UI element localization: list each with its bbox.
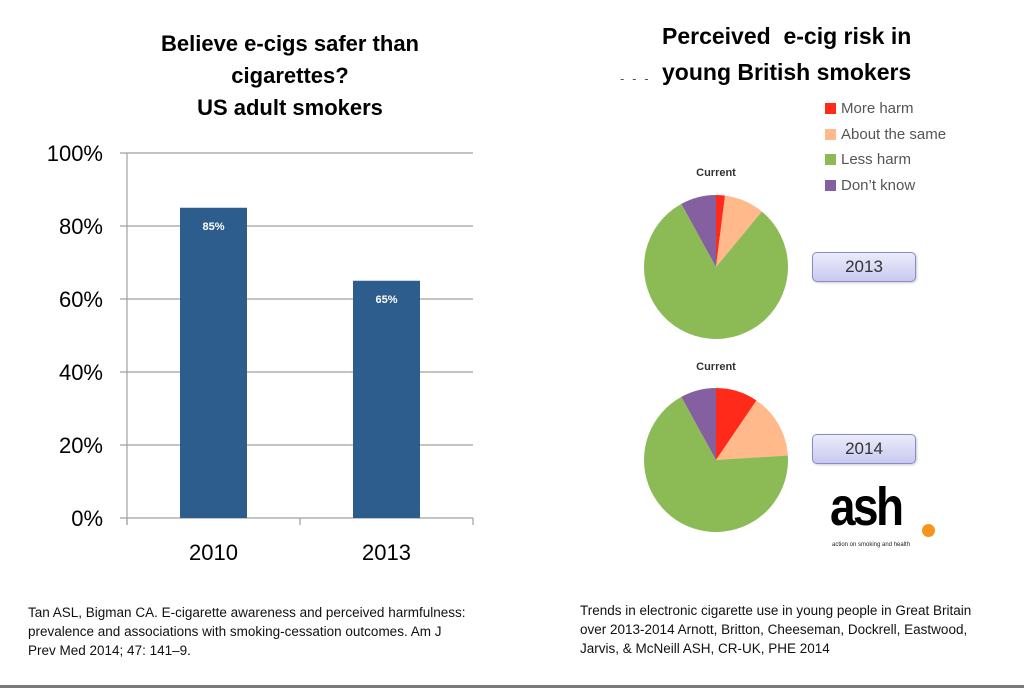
legend-swatch-about-same bbox=[825, 128, 836, 140]
pie-slice-more-harm bbox=[716, 387, 757, 460]
x-tick-label: 2013 bbox=[362, 540, 411, 565]
y-tick-label: 20% bbox=[59, 433, 103, 458]
pie-chart-title: Perceived e-cig risk in young British sm… bbox=[630, 18, 960, 90]
bar-chart-title-line: US adult smokers bbox=[197, 95, 383, 120]
legend-swatch-more-harm bbox=[825, 103, 836, 115]
year-label-2013: 2013 bbox=[812, 252, 916, 282]
pie-slice-less-harm bbox=[644, 396, 788, 532]
bar-chart-title-line: cigarettes? bbox=[231, 63, 349, 88]
pie-legend: More harm About the same Less harm Don’t… bbox=[825, 96, 946, 198]
ash-logo: ash action on smoking and health bbox=[830, 477, 940, 562]
decorative-dots: - - - bbox=[620, 72, 651, 86]
legend-label: Less harm bbox=[841, 151, 912, 168]
ash-logo-dot bbox=[922, 524, 935, 537]
y-tick-label: 0% bbox=[71, 506, 103, 531]
bar bbox=[180, 207, 247, 518]
legend-swatch-dont-know bbox=[825, 179, 836, 191]
pie-slice-about-the-same bbox=[716, 400, 788, 460]
legend-item: Don’t know bbox=[825, 173, 946, 199]
pie-caption-2013: Current bbox=[696, 167, 736, 179]
y-tick-label: 60% bbox=[59, 287, 103, 312]
pie-slice-about-the-same bbox=[716, 195, 762, 267]
bar-chart-title: Believe e-cigs safer than cigarettes? US… bbox=[100, 28, 480, 124]
legend-swatch-less-harm bbox=[825, 154, 836, 166]
x-tick-label: 2010 bbox=[189, 540, 238, 565]
y-tick-label: 80% bbox=[59, 214, 103, 239]
pie-slice-don-t-know bbox=[681, 195, 716, 267]
legend-item: Less harm bbox=[825, 147, 946, 173]
pie-chart-citation: Trends in electronic cigarette use in yo… bbox=[580, 603, 972, 656]
bar bbox=[353, 280, 420, 518]
legend-label: About the same bbox=[841, 125, 947, 143]
bottom-divider bbox=[0, 685, 1024, 688]
ash-logo-tagline: action on smoking and health bbox=[832, 542, 911, 548]
legend-label: Don’t know bbox=[841, 176, 916, 194]
bar-data-label: 65% bbox=[375, 294, 397, 306]
pie-slice-don-t-know bbox=[681, 388, 716, 460]
bar-data-label: 85% bbox=[202, 221, 224, 233]
legend-label: More harm bbox=[841, 100, 914, 117]
y-tick-label: 100% bbox=[47, 141, 103, 166]
pie-caption-2014: Current bbox=[696, 361, 736, 373]
year-label-2014: 2014 bbox=[812, 434, 916, 464]
pie-slice-less-harm bbox=[644, 203, 788, 340]
legend-item: More harm bbox=[825, 96, 946, 122]
ash-logo-text: ash bbox=[830, 477, 904, 537]
y-tick-label: 40% bbox=[59, 360, 103, 385]
pie-chart-title-line: young British smokers bbox=[662, 59, 912, 85]
bar-chart-title-line: Believe e-cigs safer than bbox=[160, 31, 419, 56]
bar-chart-citation: Tan ASL, Bigman CA. E-cigarette awarenes… bbox=[28, 605, 466, 658]
pie-slice-more-harm bbox=[716, 195, 726, 267]
pie-chart-title-line: Perceived e-cig risk in bbox=[662, 23, 912, 49]
legend-item: About the same bbox=[825, 122, 946, 148]
